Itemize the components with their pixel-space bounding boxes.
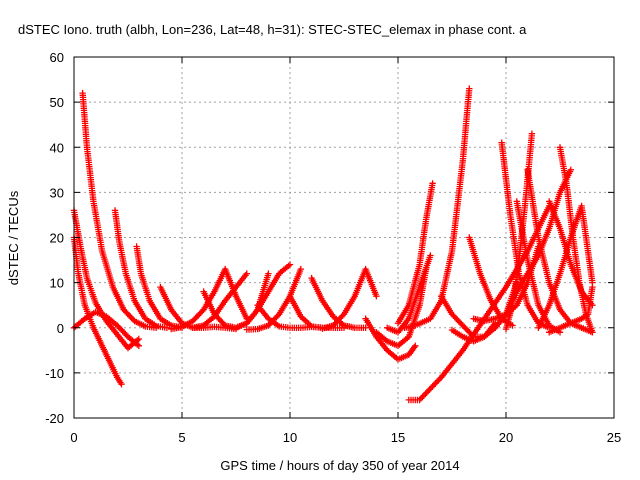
data-point-markers [384, 252, 434, 336]
y-tick-label: -20 [45, 411, 64, 426]
series-marks [535, 202, 596, 331]
grid [74, 57, 614, 418]
series-marks [111, 207, 171, 331]
data-point-markers [308, 274, 369, 331]
data-point-markers [319, 265, 380, 332]
data-point-markers [513, 198, 564, 336]
x-tick-label: 5 [178, 430, 185, 445]
x-tick-label: 0 [70, 430, 77, 445]
series-marks [308, 274, 369, 331]
data-point-markers [546, 283, 596, 336]
y-tick-label: 30 [50, 185, 64, 200]
x-axis-title: GPS time / hours of day 350 of year 2014 [220, 458, 459, 473]
x-tick-label: 10 [283, 430, 297, 445]
x-tick-label: 25 [607, 430, 621, 445]
series-marks [362, 315, 419, 363]
data-point-markers [232, 261, 294, 331]
y-axis-title: dSTEC / TECUs [6, 190, 21, 285]
series-marks [319, 265, 380, 332]
data-point-markers [535, 202, 596, 331]
series-marks [394, 180, 436, 327]
series-marks [384, 252, 434, 336]
x-tick-label: 15 [391, 430, 405, 445]
y-tick-label: 50 [50, 95, 64, 110]
x-axis: 0 5 10 15 20 25 [70, 57, 621, 445]
data-point-markers [362, 315, 419, 363]
series-marks [79, 89, 160, 331]
y-tick-label: 40 [50, 140, 64, 155]
data-marks [70, 85, 596, 404]
data-point-markers [79, 89, 160, 331]
series-marks [492, 166, 574, 331]
chart-title: dSTEC Iono. truth (albh, Lon=236, Lat=48… [18, 22, 527, 37]
y-tick-label: 60 [50, 50, 64, 65]
data-point-markers [111, 207, 171, 331]
y-axis: -20 -10 0 10 20 30 40 50 60 [45, 50, 614, 426]
data-point-markers [401, 85, 473, 331]
y-tick-label: -10 [45, 366, 64, 381]
y-tick-label: 10 [50, 276, 64, 291]
data-point-markers [394, 180, 436, 327]
series-marks [513, 198, 564, 336]
x-tick-label: 20 [499, 430, 513, 445]
data-point-markers [492, 166, 574, 331]
y-tick-label: 20 [50, 231, 64, 246]
y-tick-label: 0 [57, 321, 64, 336]
series-marks [232, 261, 294, 331]
series-marks [401, 85, 473, 331]
series-marks [546, 283, 596, 336]
